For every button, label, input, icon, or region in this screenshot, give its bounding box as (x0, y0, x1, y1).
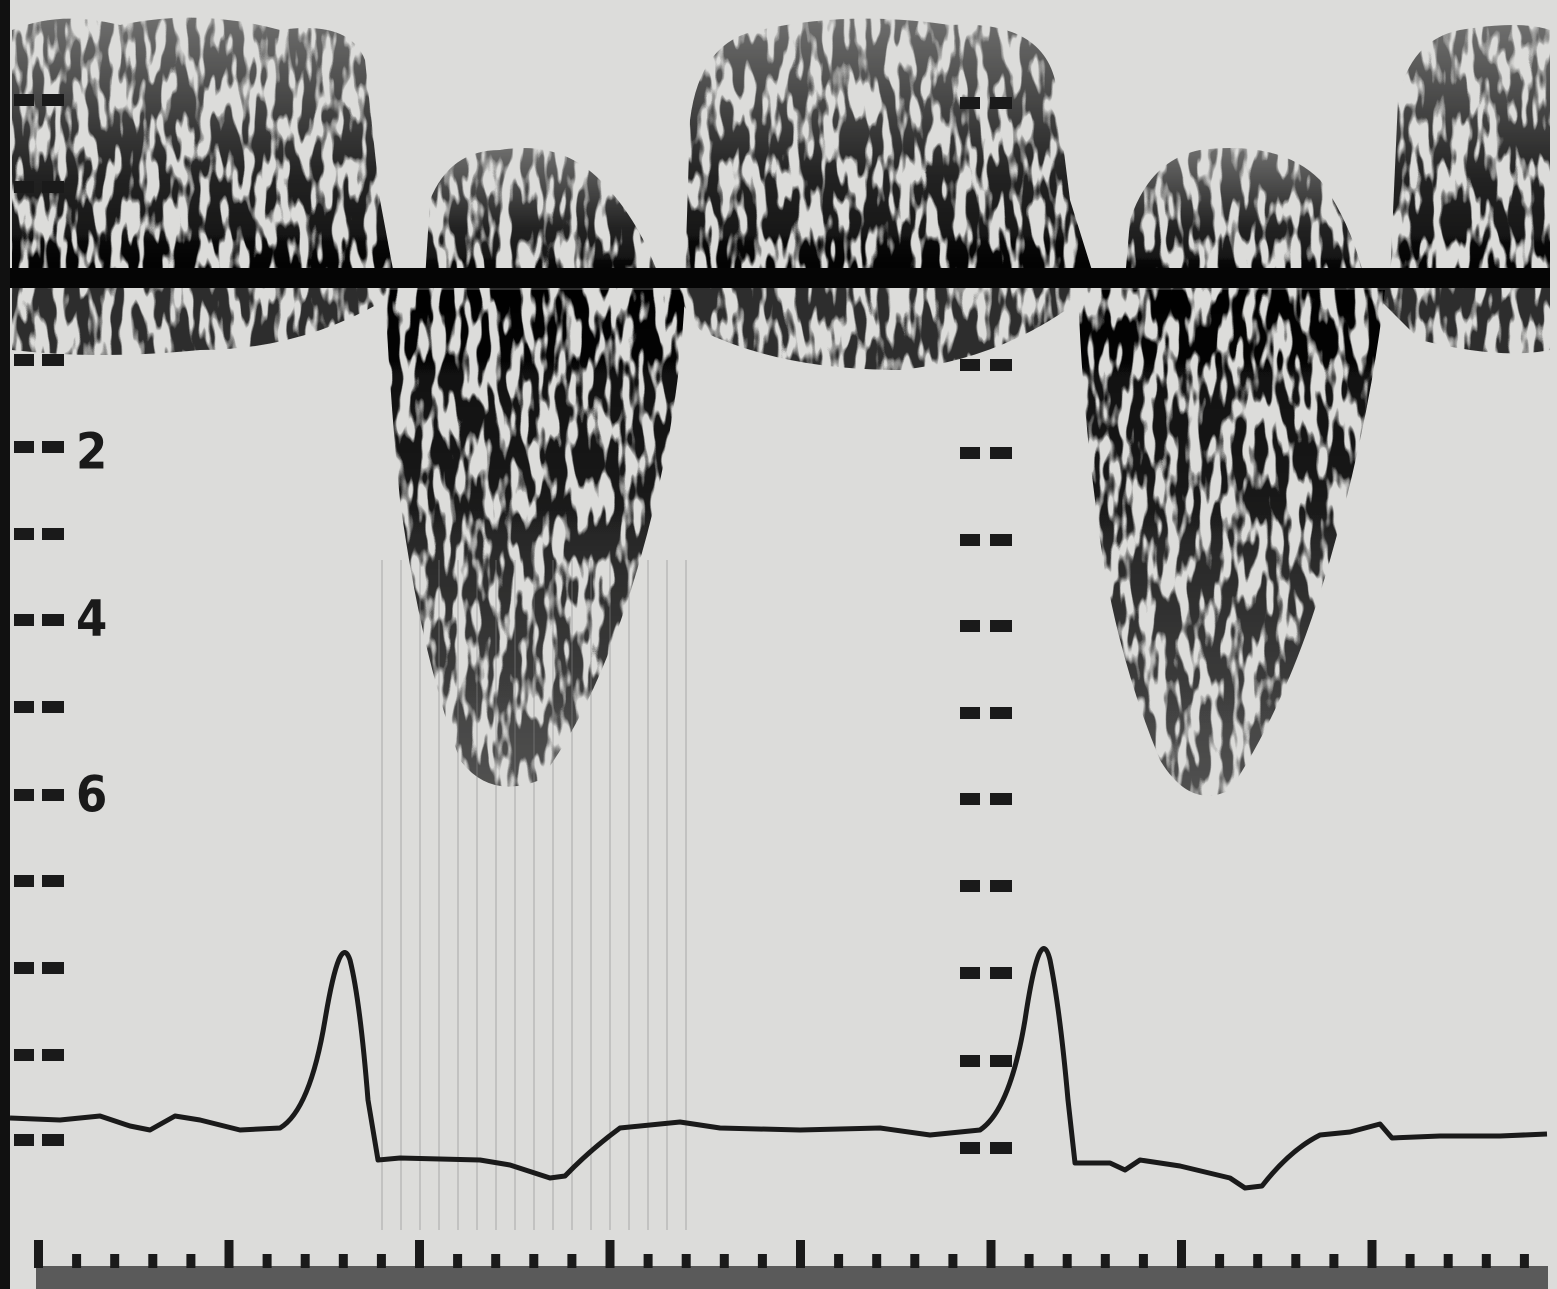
scale-label: 4 (76, 590, 107, 648)
scale-dash (990, 1055, 1012, 1067)
scale-label: 2 (76, 423, 107, 481)
flow-envelope (12, 18, 395, 280)
minor-tick (110, 1254, 119, 1268)
minor-tick (148, 1254, 157, 1268)
minor-tick (453, 1254, 462, 1268)
scale-dash (14, 1049, 34, 1061)
scale-dash (14, 528, 34, 540)
minor-tick (529, 1254, 538, 1268)
scale-dash (990, 880, 1012, 892)
scale-dash (960, 620, 980, 632)
left-border (0, 0, 10, 1289)
major-tick (1368, 1240, 1377, 1268)
minor-tick (1291, 1254, 1300, 1268)
scale-dash (960, 967, 980, 979)
scale-dash (14, 614, 34, 626)
minor-tick (1139, 1254, 1148, 1268)
minor-tick (377, 1254, 386, 1268)
minor-tick (1253, 1254, 1262, 1268)
minor-tick (644, 1254, 653, 1268)
major-tick (796, 1240, 805, 1268)
scale-dash (990, 97, 1012, 109)
scale-dash (14, 875, 34, 887)
scale-dash (960, 793, 980, 805)
scale-dash (960, 1055, 980, 1067)
minor-tick (1215, 1254, 1224, 1268)
minor-tick (758, 1254, 767, 1268)
scale-dash (42, 1134, 64, 1146)
scale-dash (42, 701, 64, 713)
scale-dash (42, 528, 64, 540)
scale-dash (960, 880, 980, 892)
minor-tick (72, 1254, 81, 1268)
minor-tick (1063, 1254, 1072, 1268)
scale-dash (42, 875, 64, 887)
minor-tick (910, 1254, 919, 1268)
scale-dash (990, 620, 1012, 632)
minor-tick (186, 1254, 195, 1268)
scale-dash (14, 962, 34, 974)
major-tick (1177, 1240, 1186, 1268)
scale-dash (960, 1142, 980, 1154)
minor-tick (1482, 1254, 1491, 1268)
major-tick (34, 1240, 43, 1268)
major-tick (987, 1240, 996, 1268)
scale-dash (14, 354, 34, 366)
scale-dash (990, 793, 1012, 805)
scale-dash (990, 359, 1012, 371)
scale-dash (990, 1142, 1012, 1154)
scale-dash (960, 359, 980, 371)
minor-tick (1101, 1254, 1110, 1268)
scale-dash (14, 94, 34, 106)
scale-label: 6 (76, 766, 107, 824)
scale-dash (990, 707, 1012, 719)
minor-tick (682, 1254, 691, 1268)
scale-dash (960, 97, 980, 109)
minor-tick (1444, 1254, 1453, 1268)
scale-dash (42, 441, 64, 453)
minor-tick (872, 1254, 881, 1268)
major-tick (415, 1240, 424, 1268)
minor-tick (491, 1254, 500, 1268)
minor-tick (301, 1254, 310, 1268)
scale-dash (42, 354, 64, 366)
minor-tick (263, 1254, 272, 1268)
baseline (10, 268, 1550, 288)
scale-dash (14, 701, 34, 713)
minor-tick (1520, 1254, 1529, 1268)
minor-tick (720, 1254, 729, 1268)
scale-dash (42, 614, 64, 626)
major-tick (606, 1240, 615, 1268)
scale-dash (14, 1134, 34, 1146)
scale-dash (14, 181, 34, 193)
scale-dash (990, 967, 1012, 979)
major-tick (225, 1240, 234, 1268)
scale-dash (990, 447, 1012, 459)
scale-dash (14, 789, 34, 801)
scale-dash (990, 534, 1012, 546)
scale-dash (42, 1049, 64, 1061)
flow-envelope (685, 19, 1095, 280)
scale-dash (14, 441, 34, 453)
minor-tick (834, 1254, 843, 1268)
flow-envelope (1390, 25, 1550, 280)
time-bar (36, 1266, 1548, 1289)
minor-tick (1025, 1254, 1034, 1268)
scale-dash (42, 94, 64, 106)
minor-tick (948, 1254, 957, 1268)
scale-dash (42, 962, 64, 974)
scale-dash (960, 534, 980, 546)
scale-dash (42, 181, 64, 193)
minor-tick (567, 1254, 576, 1268)
minor-tick (1406, 1254, 1415, 1268)
minor-tick (339, 1254, 348, 1268)
scale-dash (960, 707, 980, 719)
doppler-screen: 2 4 6 (0, 0, 1557, 1289)
minor-tick (1329, 1254, 1338, 1268)
scale-dash (42, 789, 64, 801)
scale-dash (960, 447, 980, 459)
